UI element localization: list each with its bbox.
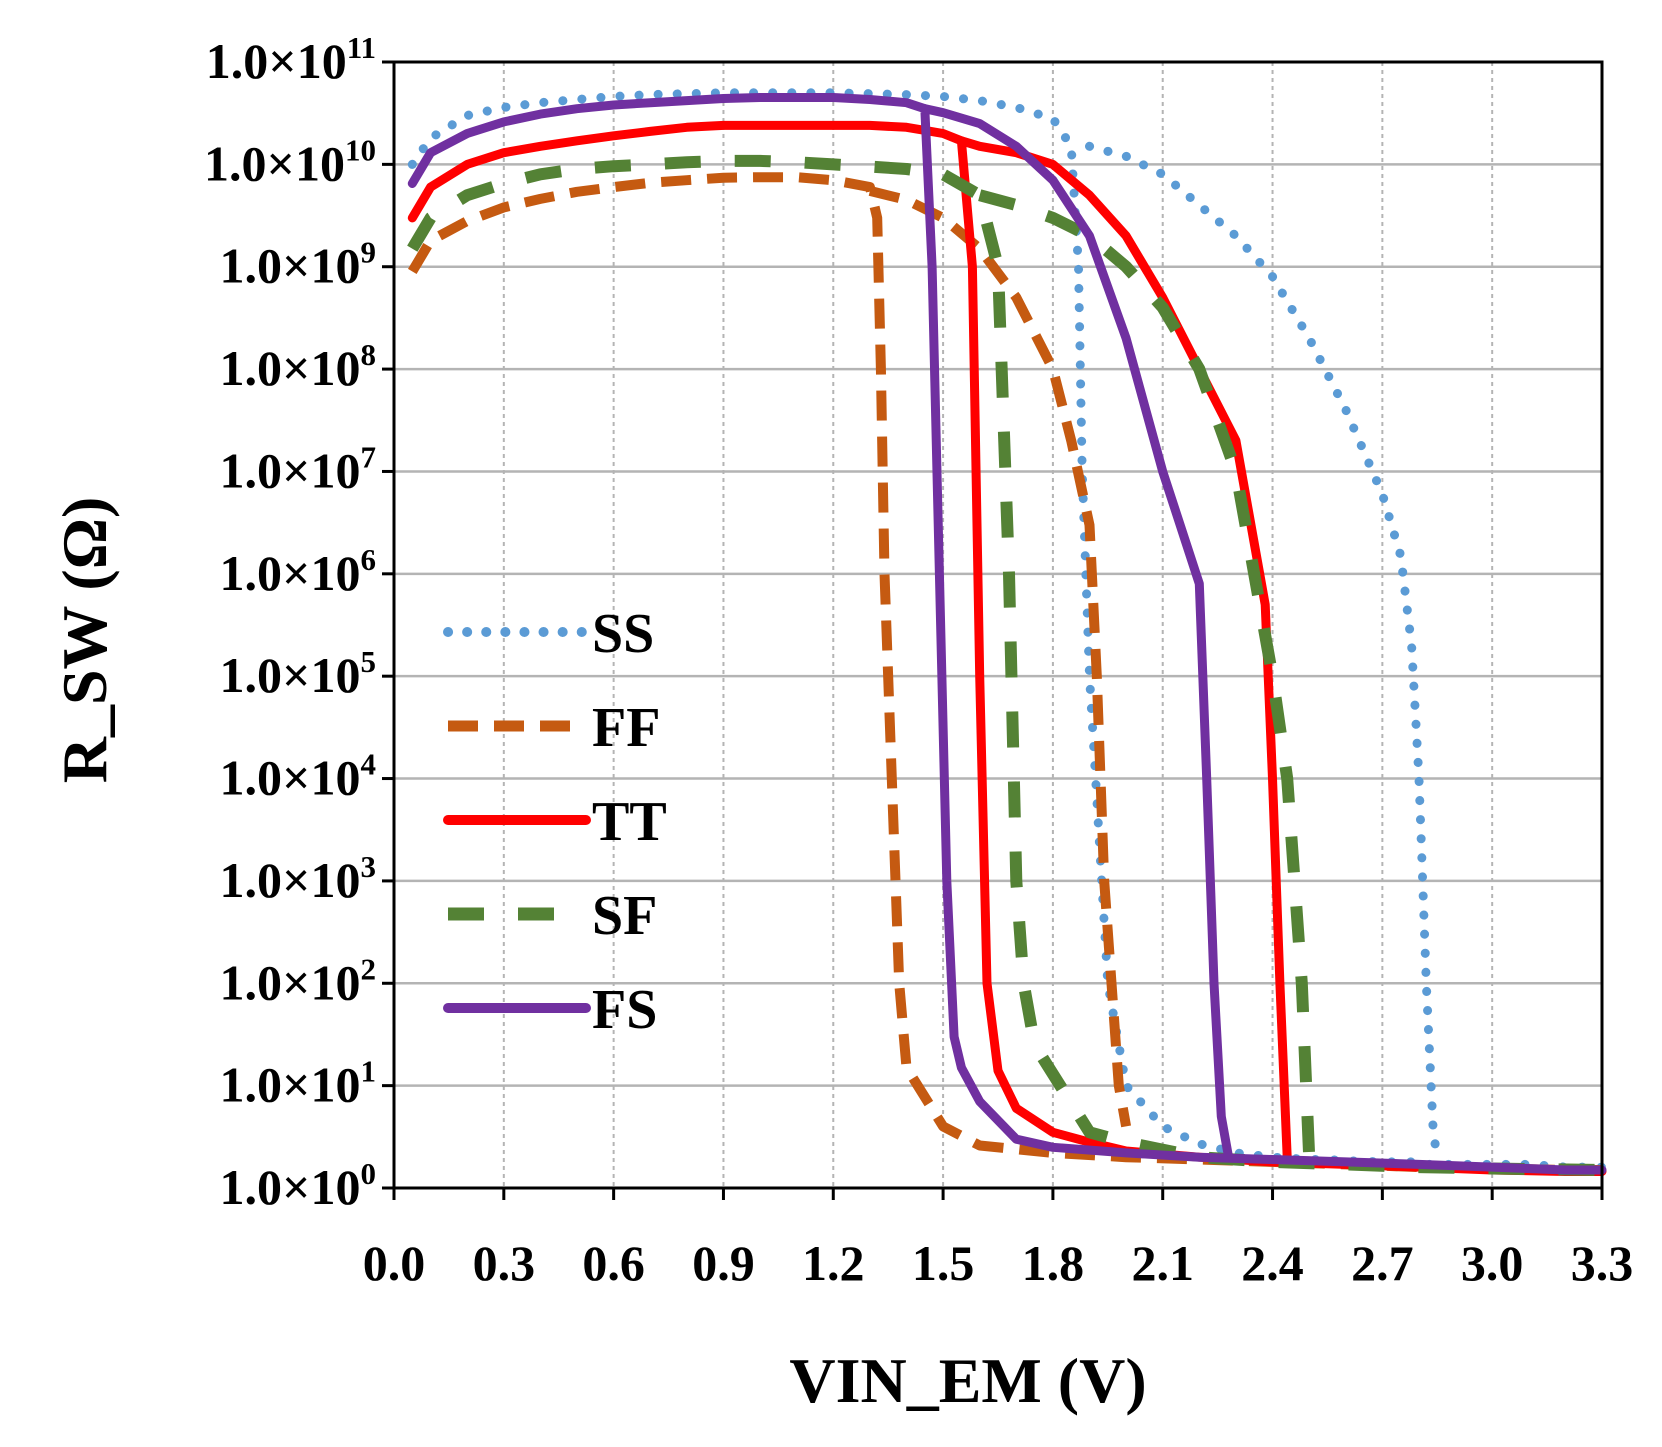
x-tick-label: 3.0 xyxy=(1461,1235,1524,1291)
x-axis-title: VIN_EM (V) xyxy=(789,1345,1146,1416)
x-tick-label: 0.3 xyxy=(473,1235,536,1291)
legend: SS FF TT SF FS xyxy=(443,603,667,1041)
x-tick-label: 3.3 xyxy=(1571,1235,1634,1291)
x-tick-label: 0.9 xyxy=(692,1235,755,1291)
y-axis-ticks: 1.0×100 1.0×101 1.0×102 1.0×103 1.0×104 1.0×1… xyxy=(204,30,394,1215)
y-tick-label: 1.0×107 xyxy=(220,439,377,498)
y-tick-label: 1.0×108 xyxy=(220,337,377,396)
x-tick-label: 2.7 xyxy=(1351,1235,1414,1291)
x-tick-label: 2.1 xyxy=(1131,1235,1194,1291)
series-layer xyxy=(407,88,1607,1176)
y-tick-label: 1.0×1010 xyxy=(204,132,376,191)
y-tick-label: 1.0×104 xyxy=(220,747,377,806)
legend-label-ff: FF xyxy=(592,697,660,759)
series-fs xyxy=(407,93,1607,1175)
series-line-fs xyxy=(407,93,1607,1175)
y-tick-label: 1.0×103 xyxy=(220,849,377,908)
x-tick-label: 1.5 xyxy=(912,1235,975,1291)
legend-label-ss: SS xyxy=(592,603,654,665)
plot-frame xyxy=(392,60,1604,1190)
x-tick-label: 0.0 xyxy=(363,1235,426,1291)
legend-label-sf: SF xyxy=(592,885,657,947)
series-line-tt-branch xyxy=(956,136,1292,1162)
y-tick-label: 1.0×109 xyxy=(220,235,377,294)
x-tick-label: 1.2 xyxy=(802,1235,865,1291)
legend-label-tt: TT xyxy=(592,791,667,853)
x-tick-label: 1.8 xyxy=(1022,1235,1085,1291)
y-tick-label: 1.0×101 xyxy=(220,1054,377,1113)
y-tick-label: 1.0×105 xyxy=(220,644,377,703)
y-tick-label: 1.0×106 xyxy=(220,542,377,601)
series-line-fs-branch xyxy=(920,104,1234,1162)
y-axis-title: R_SW (Ω) xyxy=(49,497,120,784)
y-tick-label: 1.0×1011 xyxy=(206,30,376,89)
x-tick-label: 2.4 xyxy=(1241,1235,1304,1291)
series-line-sf-branch xyxy=(978,189,1316,1158)
y-tick-label: 1.0×102 xyxy=(220,951,377,1010)
y-tick-label: 1.0×100 xyxy=(220,1156,377,1215)
legend-label-fs: FS xyxy=(592,979,657,1041)
x-tick-label: 0.6 xyxy=(582,1235,645,1291)
series-line-ff-branch xyxy=(868,186,1132,1128)
x-axis-ticks: 0.0 0.3 0.6 0.9 1.2 1.5 1.8 2.1 2.4 2.7 3.0 3.3 xyxy=(363,1188,1634,1291)
series-line-ss-branch xyxy=(1085,141,1446,1167)
